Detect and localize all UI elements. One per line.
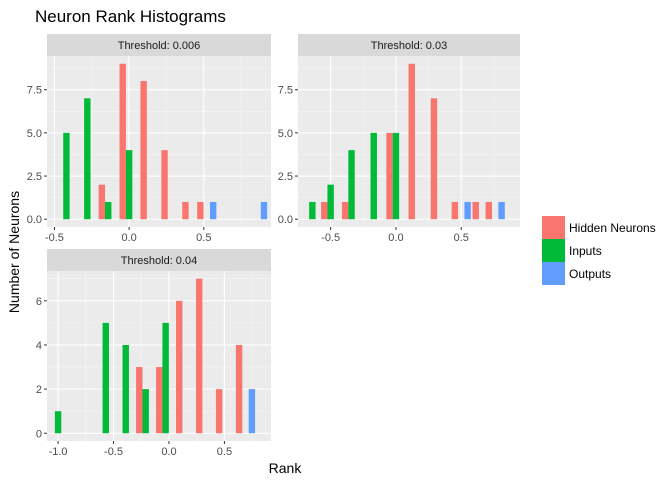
- legend-label: Inputs: [569, 244, 602, 258]
- facet-strip-label: Threshold: 0.006: [118, 40, 201, 52]
- legend-key: [542, 239, 565, 262]
- y-tick-label: 2.5: [278, 171, 293, 183]
- x-axis-title: Rank: [269, 460, 303, 476]
- bar-hidden-neurons: [341, 201, 349, 220]
- y-tick-label: 0.0: [278, 214, 293, 226]
- x-tick-label: 0.5: [196, 232, 211, 244]
- legend-label: Hidden Neurons: [569, 221, 656, 235]
- bar-outputs: [209, 201, 217, 220]
- legend-label: Outputs: [569, 267, 611, 281]
- y-tick-label: 2.5: [27, 171, 42, 183]
- bar-hidden-neurons: [321, 201, 328, 220]
- bar-hidden-neurons: [472, 201, 479, 220]
- bar-inputs: [105, 201, 112, 220]
- x-tick-label: 0.0: [161, 446, 176, 458]
- bar-outputs: [464, 201, 471, 220]
- bar-inputs: [392, 132, 400, 220]
- bar-hidden-neurons: [215, 389, 223, 434]
- x-tick-label: 0.5: [217, 446, 232, 458]
- y-tick-label: 4: [36, 340, 42, 352]
- bar-inputs: [142, 389, 149, 434]
- bar-hidden-neurons: [161, 150, 168, 220]
- x-tick-label: -0.5: [45, 232, 64, 244]
- bar-hidden-neurons: [119, 63, 126, 220]
- bar-outputs: [248, 389, 256, 434]
- bar-inputs: [122, 344, 129, 434]
- bar-inputs: [327, 184, 334, 220]
- bar-hidden-neurons: [98, 184, 106, 220]
- y-tick-label: 0.0: [27, 214, 42, 226]
- bar-inputs: [102, 322, 109, 434]
- bar-hidden-neurons: [197, 201, 204, 220]
- x-tick-label: -1.0: [49, 446, 68, 458]
- bar-hidden-neurons: [195, 278, 203, 434]
- y-tick-label: 2: [36, 384, 42, 396]
- x-tick-label: -0.5: [321, 232, 340, 244]
- bar-hidden-neurons: [386, 132, 393, 220]
- bar-inputs: [125, 150, 133, 220]
- bar-inputs: [370, 132, 377, 220]
- bar-inputs: [54, 411, 62, 434]
- bar-hidden-neurons: [408, 63, 415, 220]
- facet-panel: Threshold: 0.03 0.0 2.5 5.0 7.5 -0.5 0.0 0.5: [278, 34, 520, 244]
- facet-strip: [298, 34, 520, 56]
- bar-inputs: [348, 150, 355, 220]
- facet-strip-label: Threshold: 0.04: [121, 255, 197, 267]
- bar-hidden-neurons: [136, 367, 143, 434]
- bar-inputs: [309, 201, 316, 220]
- facet-strip-label: Threshold: 0.03: [371, 40, 447, 52]
- bar-hidden-neurons: [235, 344, 243, 434]
- bar-hidden-neurons: [176, 300, 183, 434]
- legend-key: [542, 262, 565, 285]
- y-axis-title: Number of Neurons: [6, 191, 22, 313]
- x-tick-label: -0.5: [104, 446, 123, 458]
- bar-hidden-neurons: [156, 367, 163, 434]
- legend: Hidden Neurons Inputs Outputs: [542, 216, 656, 285]
- legend-key: [542, 216, 565, 239]
- bar-hidden-neurons: [182, 201, 189, 220]
- x-tick-label: 0.5: [454, 232, 469, 244]
- x-tick-label: 0.0: [121, 232, 136, 244]
- chart-title: Neuron Rank Histograms: [35, 7, 226, 26]
- bar-outputs: [498, 201, 505, 220]
- bar-hidden-neurons: [485, 201, 492, 220]
- x-tick-label: 0.0: [388, 232, 403, 244]
- y-tick-label: 7.5: [278, 85, 293, 97]
- facet-strip: [47, 249, 271, 271]
- bar-inputs: [63, 132, 70, 220]
- y-tick-label: 0: [36, 428, 42, 440]
- y-tick-label: 7.5: [27, 85, 42, 97]
- y-tick-label: 5.0: [278, 128, 293, 140]
- panel-background: [47, 56, 271, 227]
- y-tick-label: 6: [36, 296, 42, 308]
- y-tick-label: 5.0: [27, 128, 42, 140]
- bar-inputs: [162, 322, 169, 434]
- bar-hidden-neurons: [430, 98, 438, 220]
- bar-inputs: [84, 98, 91, 220]
- bar-outputs: [260, 201, 268, 220]
- facet-strip: [47, 34, 271, 56]
- bar-hidden-neurons: [140, 81, 147, 220]
- facet-panel: Threshold: 0.04 0 2 4 6 -1.0 -0.5 0.0 0.5: [36, 249, 271, 458]
- bar-hidden-neurons: [451, 201, 459, 220]
